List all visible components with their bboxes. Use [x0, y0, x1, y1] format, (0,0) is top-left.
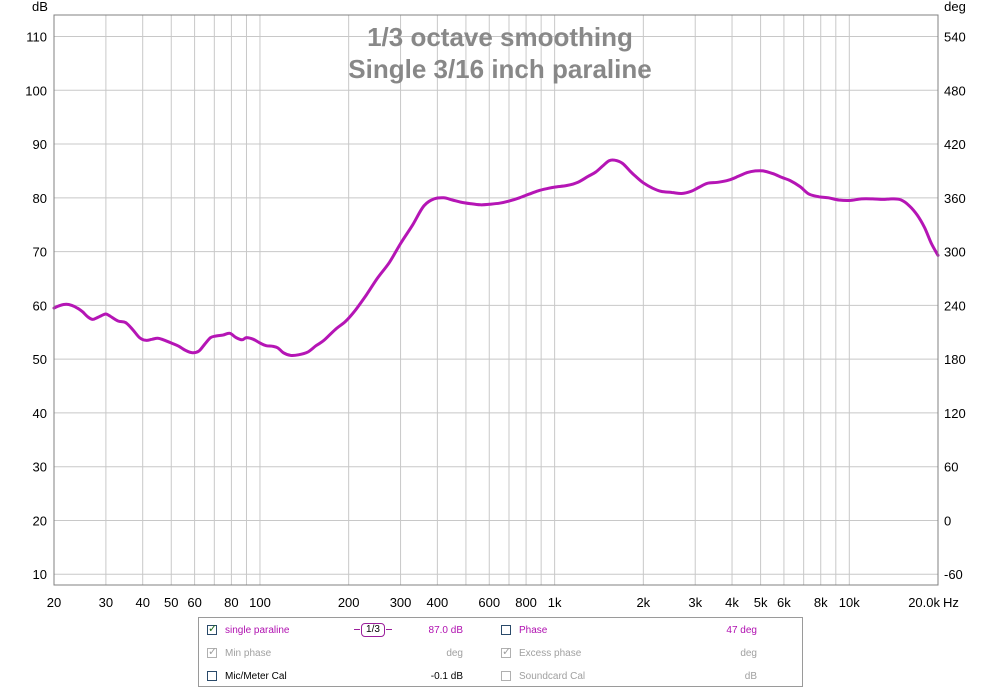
y-tick-label: 30 [33, 460, 47, 475]
x-tick-label: 200 [338, 595, 360, 610]
x-tick-label: 5k [754, 595, 768, 610]
legend-row-phase-options: ✓ Min phase deg ✓ Excess phase deg [199, 643, 802, 665]
y-tick-label: 70 [33, 245, 47, 260]
y2-tick-label: 180 [944, 352, 966, 367]
x-tick-label: 80 [224, 595, 238, 610]
x-tick-label: 20 [47, 595, 61, 610]
y-tick-label: 60 [33, 298, 47, 313]
y-tick-label: 10 [33, 567, 47, 582]
excess-phase-unit: deg [740, 648, 757, 659]
excess-phase-label: Excess phase [519, 648, 582, 659]
min-phase-checkbox[interactable]: ✓ [207, 646, 218, 658]
x-tick-label: 400 [427, 595, 449, 610]
y-tick-label: 20 [33, 513, 47, 528]
excess-phase-checkbox[interactable]: ✓ [501, 646, 512, 658]
soundcard-cal-label: Soundcard Cal [519, 671, 586, 682]
y-tick-label: 80 [33, 191, 47, 206]
x-tick-label: 1k [548, 595, 562, 610]
x-tick-label: 50 [164, 595, 178, 610]
plot-area-background [54, 15, 938, 585]
axis-labels: 20 30 40 50 60 80 100 200 300 400 600 800 1k 2k 3k 4k 5k… [25, 30, 965, 610]
check-mark-icon: ✓ [502, 646, 512, 658]
series-line-single-paraline [52, 158, 940, 358]
y-axis-unit-right: deg [944, 0, 966, 14]
x-tick-label: 8k [814, 595, 828, 610]
x-tick-label: 30 [99, 595, 113, 610]
y2-tick-label: 480 [944, 83, 966, 98]
x-tick-label: 10k [839, 595, 860, 610]
chart-subtitle: Single 3/16 inch paraline [348, 54, 651, 84]
series-visibility-checkbox[interactable]: ✓ [207, 623, 218, 635]
series-label: single paraline [225, 625, 290, 636]
legend-row-series: ✓ single paraline 1/3 87.0 dB Phase 47 d… [199, 620, 802, 642]
curve-layer [52, 158, 940, 358]
x-tick-label: 100 [249, 595, 271, 610]
y-tick-label: 40 [33, 406, 47, 421]
x-tick-label: 60 [187, 595, 201, 610]
mic-cal-label: Mic/Meter Cal [225, 671, 287, 682]
x-tick-label: 800 [515, 595, 537, 610]
y2-tick-label: 120 [944, 406, 966, 421]
phase-label: Phase [519, 625, 548, 636]
min-phase-unit: deg [446, 648, 463, 659]
soundcard-cal-unit: dB [744, 671, 757, 682]
mic-cal-checkbox[interactable] [207, 671, 217, 681]
x-tick-label: 3k [688, 595, 702, 610]
x-tick-label: 20.0k [908, 595, 940, 610]
x-tick-label: 300 [390, 595, 412, 610]
grid-lines [54, 15, 938, 585]
y-tick-label: 90 [33, 137, 47, 152]
x-tick-label: 40 [135, 595, 149, 610]
check-mark-icon: ✓ [208, 646, 218, 658]
y2-tick-label: 0 [944, 513, 951, 528]
y2-tick-label: 300 [944, 245, 966, 260]
legend-panel: ✓ single paraline 1/3 87.0 dB Phase 47 d… [198, 617, 803, 687]
x-tick-label: 4k [725, 595, 739, 610]
frequency-response-chart: 20 30 40 50 60 80 100 200 300 400 600 800 1k 2k 3k 4k 5k… [25, 0, 966, 610]
smoothing-label: 1/3 [366, 624, 380, 635]
y-tick-label: 50 [33, 352, 47, 367]
legend-row-calibration: Mic/Meter Cal -0.1 dB Soundcard Cal dB [199, 666, 802, 688]
y-axis-unit-left: dB [32, 0, 48, 14]
series-value: 87.0 dB [428, 625, 463, 636]
x-axis-unit: Hz [943, 595, 959, 610]
mic-cal-value: -0.1 dB [430, 671, 463, 682]
y2-tick-label: 420 [944, 137, 966, 152]
soundcard-cal-checkbox[interactable] [501, 671, 511, 681]
y2-tick-label: -60 [944, 567, 963, 582]
y2-tick-label: 360 [944, 191, 966, 206]
x-tick-label: 2k [636, 595, 650, 610]
check-mark-icon: ✓ [208, 623, 218, 635]
phase-value: 47 deg [726, 625, 757, 636]
plot-area-frame [53, 14, 939, 586]
smoothing-selector-button[interactable]: 1/3 [354, 623, 392, 637]
y2-tick-label: 60 [944, 460, 958, 475]
y-tick-label: 110 [26, 30, 47, 45]
x-tick-label: 6k [777, 595, 791, 610]
y2-tick-label: 540 [944, 30, 966, 45]
min-phase-label: Min phase [225, 648, 272, 659]
y2-tick-label: 240 [944, 298, 966, 313]
chart-title: 1/3 octave smoothing [367, 22, 633, 52]
phase-checkbox[interactable] [501, 625, 511, 635]
y-tick-label: 100 [25, 83, 47, 98]
x-tick-label: 600 [478, 595, 500, 610]
